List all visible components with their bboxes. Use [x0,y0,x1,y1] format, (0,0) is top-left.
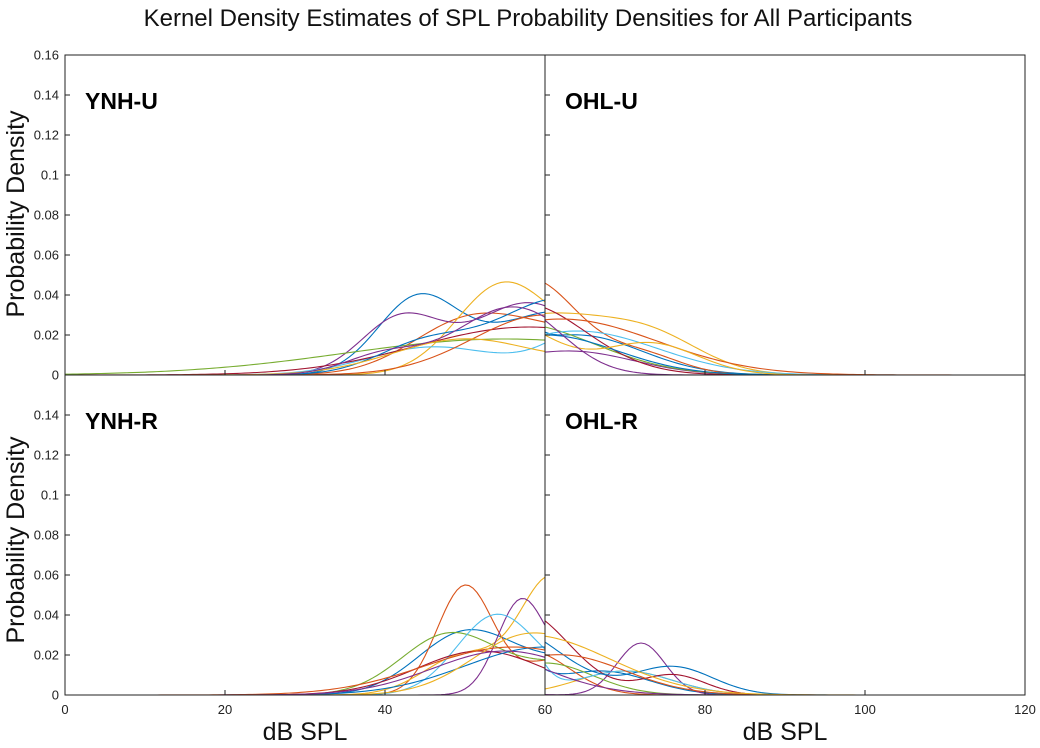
series-line [544,318,1025,376]
panel-label: OHL-U [565,88,638,114]
series-line [544,653,1025,696]
series-line [65,314,546,376]
y-tick-label: 0.04 [34,288,59,303]
ylabel-top: Probability Density [2,110,30,318]
panel-ynh-r: 0 0.02 0.04 0.06 0.08 0.1 0.12 0.14 0 20 40 YNH-R [34,374,546,717]
x-tick-label: 40 [378,702,392,717]
y-tick-label: 0.06 [34,568,59,583]
series-line [65,646,546,696]
x-tick-label: 80 [698,702,712,717]
series-line [544,282,1025,376]
xlabel-right: dB SPL [743,718,828,746]
series-line [65,597,546,696]
series-line [65,281,546,376]
series-line [65,650,546,696]
series-line [65,326,546,376]
x-tick-label: 20 [218,702,232,717]
y-tick-label: 0.1 [41,168,59,183]
series-line [544,620,1025,696]
plot-area: 0 0.02 0.04 0.06 0.08 0.1 0.12 0.14 0.16 YNH-U OHL… [34,48,1036,718]
panel-label: YNH-R [85,408,158,434]
series-line [65,299,546,376]
y-tick-label: 0.08 [34,528,59,543]
series-line [544,635,1025,696]
y-tick-label: 0 [52,368,59,383]
panel-ohl-u: OHL-U [544,54,1026,376]
y-tick-label: 0.04 [34,608,59,623]
x-tick-label: 100 [854,702,876,717]
y-tick-label: 0.14 [34,408,59,423]
y-tick-label: 0.14 [34,88,59,103]
panel-ohl-r: 60 80 100 120 OHL-R [538,374,1036,717]
y-tick-label: 0.02 [34,648,59,663]
panel-label: YNH-U [85,88,158,114]
y-tick-label: 0.06 [34,248,59,263]
series-line [65,312,546,376]
series-line [65,631,546,696]
y-tick-label: 0.16 [34,48,59,63]
series-line [544,312,1025,376]
series-line [65,632,546,696]
series-line [65,584,546,696]
y-tick-label: 0.08 [34,208,59,223]
series-line [65,650,546,696]
y-tick-label: 0.1 [41,488,59,503]
panel-label: OHL-R [565,408,638,434]
xlabel-left: dB SPL [263,718,348,746]
y-tick-label: 0.12 [34,128,59,143]
y-tick-label: 0.12 [34,448,59,463]
series-line [544,319,1025,376]
series-line [544,642,1025,696]
series-line [65,293,546,376]
series-line [65,629,546,696]
series-line [65,646,546,696]
series-line [64,338,546,375]
ylabel-bottom: Probability Density [2,436,30,644]
x-tick-label: 0 [61,702,68,717]
figure-title: Kernel Density Estimates of SPL Probabil… [144,5,913,32]
x-tick-label: 60 [538,702,552,717]
series-line [544,641,1025,696]
series-line [65,338,546,376]
panel-ynh-u: 0 0.02 0.04 0.06 0.08 0.1 0.12 0.14 0.16 YNH-U [34,48,546,383]
x-tick-label: 120 [1014,702,1036,717]
y-tick-label: 0 [52,688,59,703]
y-tick-label: 0.02 [34,328,59,343]
